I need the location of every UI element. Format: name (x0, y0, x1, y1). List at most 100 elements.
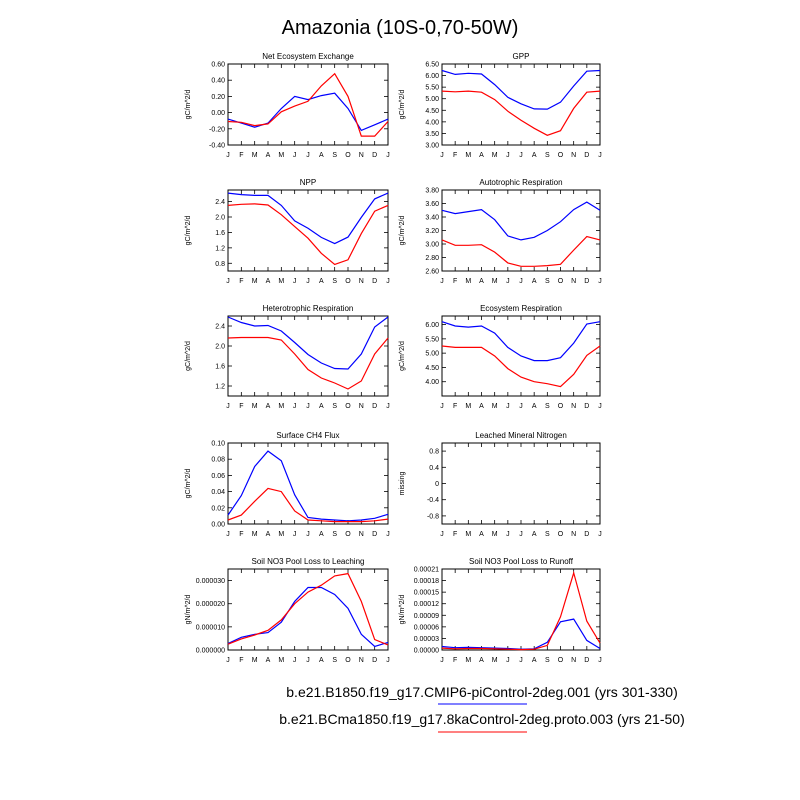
y-axis-label: gC/m^2/d (185, 469, 192, 499)
x-tick-label: N (359, 278, 364, 285)
panel-surface-ch4-flux: Surface CH4 Flux 0.00 0.02 0.04 0.06 0.08 0.10… (185, 431, 390, 538)
x-tick-label: J (506, 152, 510, 159)
y-tick-label: 0.20 (211, 94, 225, 101)
x-tick-label: A (532, 152, 537, 159)
x-tick-label: J (598, 152, 602, 159)
x-tick-label: M (465, 278, 471, 285)
x-tick-label: O (558, 278, 564, 285)
x-tick-label: M (465, 152, 471, 159)
x-tick-label: N (359, 657, 364, 664)
x-tick-label: A (479, 657, 484, 664)
x-tick-label: O (558, 531, 564, 538)
y-tick-label: 6.00 (425, 322, 439, 329)
y-tick-label: 0.00009 (414, 613, 439, 620)
panel-autotrophic-respiration: Autotrophic Respiration 2.60 2.80 3.00 3.20 3… (399, 178, 602, 285)
legend-label-exp: b.e21.BCma1850.f19_g17.8kaControl-2deg.p… (279, 711, 684, 727)
y-axis-label: gC/m^2/d (399, 216, 406, 246)
y-tick-label: 4.00 (425, 119, 439, 126)
y-tick-label: 3.60 (425, 201, 439, 208)
y-tick-label: -0.40 (209, 143, 225, 150)
x-tick-label: M (465, 403, 471, 410)
x-tick-label: D (584, 152, 589, 159)
plot-frame (441, 442, 601, 525)
x-tick-label: J (440, 403, 444, 410)
x-tick-label: J (293, 152, 297, 159)
x-tick-label: F (453, 403, 457, 410)
x-tick-label: J (440, 278, 444, 285)
x-tick-label: J (293, 657, 297, 664)
y-tick-label: 0.00018 (414, 578, 439, 585)
y-tick-label: 0.00012 (414, 601, 439, 608)
x-tick-label: S (545, 403, 550, 410)
y-axis-label: gN/m^2/d (399, 595, 406, 625)
x-tick-label: N (571, 152, 576, 159)
y-tick-label: 2.80 (425, 255, 439, 262)
y-axis-label: gC/m^2/d (185, 341, 192, 371)
panel-title: GPP (513, 52, 530, 61)
y-tick-label: 3.00 (425, 242, 439, 249)
x-tick-label: J (506, 531, 510, 538)
x-tick-label: O (558, 152, 564, 159)
x-tick-label: J (598, 531, 602, 538)
y-tick-label: -0.4 (427, 497, 439, 504)
x-tick-label: D (372, 531, 377, 538)
y-tick-label: 0.60 (211, 62, 225, 69)
x-tick-label: A (479, 531, 484, 538)
y-axis-label: gC/m^2/d (399, 90, 406, 120)
x-tick-label: O (558, 403, 564, 410)
y-tick-label: 2.0 (215, 344, 225, 351)
x-tick-label: D (584, 657, 589, 664)
x-tick-label: J (598, 403, 602, 410)
x-tick-label: J (226, 657, 230, 664)
series-line-picontrol (441, 69, 601, 110)
x-tick-label: F (239, 152, 243, 159)
x-tick-label: A (266, 531, 271, 538)
y-tick-label: 0.02 (211, 505, 225, 512)
y-tick-label: 0.4 (429, 465, 439, 472)
panel-title: NPP (300, 178, 316, 187)
y-tick-label: 1.2 (215, 245, 225, 252)
legend: b.e21.B1850.f19_g17.CMIP6-piControl-2deg… (279, 684, 685, 733)
series-line-8kacontrol (441, 345, 601, 388)
plot-frame (441, 189, 601, 272)
x-tick-label: J (226, 403, 230, 410)
panel-title: Leached Mineral Nitrogen (475, 431, 567, 440)
y-tick-label: 0.00 (211, 110, 225, 117)
series-line-8kacontrol (227, 487, 389, 523)
plot-frame (227, 63, 389, 146)
series-line-picontrol (227, 316, 389, 370)
y-tick-label: 0.40 (211, 78, 225, 85)
x-tick-label: S (545, 657, 550, 664)
x-tick-label: S (332, 278, 337, 285)
panel-net-ecosystem-exchange: Net Ecosystem Exchange -0.40 -0.20 0.00 0.20… (185, 52, 390, 159)
x-tick-label: M (252, 531, 258, 538)
y-tick-label: 0.00 (211, 522, 225, 529)
y-tick-label: 2.4 (215, 199, 225, 206)
x-tick-label: J (506, 278, 510, 285)
series-line-8kacontrol (227, 203, 389, 266)
x-tick-label: A (532, 278, 537, 285)
panel-title: Heterotrophic Respiration (263, 304, 354, 313)
x-tick-label: A (266, 403, 271, 410)
x-tick-label: J (226, 278, 230, 285)
x-tick-label: F (453, 657, 457, 664)
x-tick-label: A (479, 403, 484, 410)
x-tick-label: N (359, 152, 364, 159)
y-tick-label: 5.50 (425, 85, 439, 92)
y-tick-label: 0.000020 (196, 601, 225, 608)
x-tick-label: J (440, 657, 444, 664)
x-tick-label: M (252, 657, 258, 664)
x-tick-label: A (479, 278, 484, 285)
x-tick-label: D (372, 403, 377, 410)
x-tick-label: D (372, 657, 377, 664)
y-tick-label: 1.2 (215, 384, 225, 391)
panel-title: Surface CH4 Flux (276, 431, 339, 440)
series-line-picontrol (227, 450, 389, 522)
x-tick-label: S (332, 152, 337, 159)
x-tick-label: O (345, 152, 351, 159)
series-line-8kacontrol (441, 235, 601, 267)
panel-title: Autotrophic Respiration (479, 178, 562, 187)
panel-ecosystem-respiration: Ecosystem Respiration 4.00 4.50 5.00 5.50 6.0… (399, 304, 602, 410)
x-tick-label: M (278, 403, 284, 410)
